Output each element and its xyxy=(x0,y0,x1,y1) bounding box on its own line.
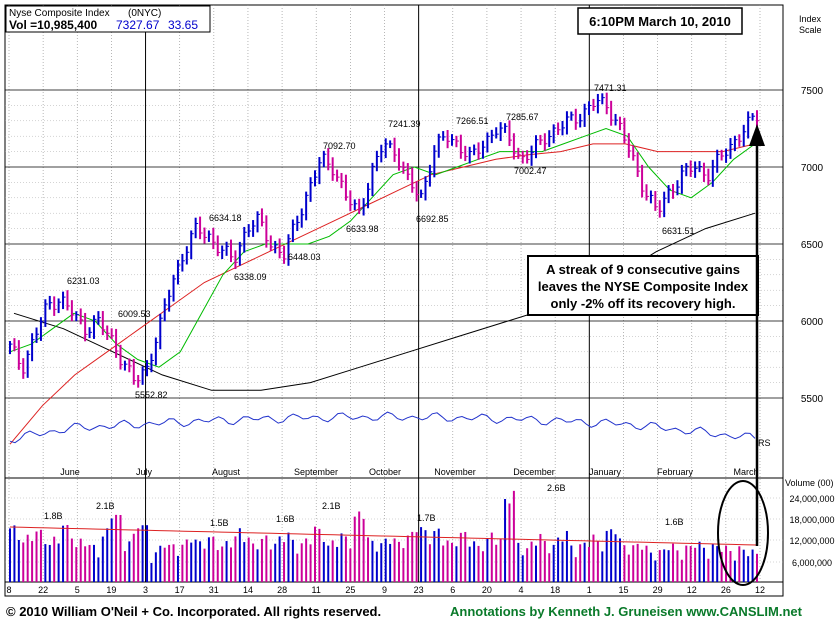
x-tick-label: 1 xyxy=(587,585,592,595)
x-tick-label: 19 xyxy=(106,585,116,595)
month-label: July xyxy=(136,467,153,477)
volume-readout: Vol =10,985,400 xyxy=(9,18,98,32)
x-tick-label: 6 xyxy=(450,585,455,595)
y-tick-label: 5500 xyxy=(801,394,824,405)
x-tick-label: 20 xyxy=(482,585,492,595)
header-title: Nyse Composite Index xyxy=(9,8,110,19)
month-label: November xyxy=(434,467,476,477)
price-annotation: 6692.85 xyxy=(416,214,449,224)
callout-line: only -2% off its recovery high. xyxy=(551,296,736,311)
change-readout: 33.65 xyxy=(168,18,198,32)
scale-label: Scale xyxy=(799,25,822,35)
timestamp-text: 6:10PM March 10, 2010 xyxy=(589,14,731,29)
price-annotation: 7002.47 xyxy=(514,166,547,176)
price-annotation: 6338.09 xyxy=(234,272,267,282)
x-tick-label: 11 xyxy=(312,585,321,595)
y-tick-label: 7500 xyxy=(801,86,824,97)
price-annotation: 6009.53 xyxy=(118,309,151,319)
volume-annotation: 1.6B xyxy=(276,514,295,524)
ma50-line xyxy=(9,127,756,368)
x-tick-label: 22 xyxy=(38,585,48,595)
x-tick-label: 31 xyxy=(209,585,219,595)
rs-label: RS xyxy=(758,438,771,448)
price-annotation: 6631.51 xyxy=(662,226,695,236)
x-axis-strip xyxy=(4,581,784,597)
volume-annotation: 2.1B xyxy=(322,501,341,511)
price-annotation: 6448.03 xyxy=(288,252,321,262)
scale-label: Index xyxy=(799,14,822,24)
x-tick-label: 4 xyxy=(519,585,524,595)
volume-axis-label: Volume (00) xyxy=(785,478,834,488)
month-label: June xyxy=(60,467,80,477)
arrow-head xyxy=(749,124,765,146)
volume-tick-label: 6,000,000 xyxy=(792,558,832,568)
month-label: March xyxy=(733,467,758,477)
x-tick-label: 15 xyxy=(618,585,628,595)
x-tick-label: 14 xyxy=(243,585,253,595)
copyright-text: © 2010 William O'Neil + Co. Incorporated… xyxy=(6,604,382,619)
month-label: January xyxy=(589,467,622,477)
volume-tick-label: 12,000,000 xyxy=(789,536,834,546)
y-tick-label: 7000 xyxy=(801,163,824,174)
month-label: September xyxy=(294,467,338,477)
callout-box xyxy=(527,255,759,316)
x-tick-label: 12 xyxy=(755,585,765,595)
price-panel xyxy=(4,4,784,479)
volume-annotation: 2.6B xyxy=(547,483,566,493)
price-readout: 7327.67 xyxy=(116,18,160,32)
x-tick-label: 8 xyxy=(6,585,11,595)
x-tick-label: 28 xyxy=(277,585,287,595)
price-annotation: 5552.82 xyxy=(135,390,168,400)
x-tick-label: 9 xyxy=(382,585,387,595)
month-label: February xyxy=(657,467,694,477)
callout-line: A streak of 9 consecutive gains xyxy=(546,262,740,277)
volume-tick-label: 18,000,000 xyxy=(789,515,834,525)
footer: © 2010 William O'Neil + Co. Incorporated… xyxy=(0,600,840,624)
price-annotation: 6633.98 xyxy=(346,224,379,234)
price-annotation: 6231.03 xyxy=(67,276,100,286)
price-annotation: 7285.67 xyxy=(506,112,539,122)
month-label: October xyxy=(369,467,401,477)
volume-annotation: 2.1B xyxy=(96,501,115,511)
volume-tick-label: 24,000,000 xyxy=(789,494,834,504)
x-tick-label: 5 xyxy=(75,585,80,595)
volume-ma-line xyxy=(9,526,758,546)
volume-highlight-ellipse xyxy=(717,480,769,586)
annotations-credit: Annotations by Kenneth J. Gruneisen www.… xyxy=(450,604,802,619)
volume-annotation: 1.7B xyxy=(417,513,436,523)
volume-annotation: 1.6B xyxy=(665,517,684,527)
rs-line xyxy=(9,411,756,444)
price-annotation: 7266.51 xyxy=(456,116,489,126)
x-tick-label: 12 xyxy=(687,585,697,595)
header-ticker: (0NYC) xyxy=(128,8,161,19)
x-tick-label: 26 xyxy=(721,585,731,595)
y-tick-label: 6000 xyxy=(801,317,824,328)
volume-annotation: 1.5B xyxy=(210,518,229,528)
month-label: December xyxy=(513,467,555,477)
ma200-line xyxy=(9,143,756,445)
callout-line: leaves the NYSE Composite Index xyxy=(538,279,749,294)
price-annotation: 7092.70 xyxy=(323,141,356,151)
header-box xyxy=(5,5,211,33)
volume-annotation: 1.8B xyxy=(44,511,63,521)
x-tick-label: 3 xyxy=(143,585,148,595)
x-tick-label: 18 xyxy=(550,585,560,595)
x-tick-label: 23 xyxy=(414,585,424,595)
price-annotation: 7471.31 xyxy=(594,83,627,93)
x-tick-label: 17 xyxy=(175,585,185,595)
timestamp-box xyxy=(577,7,743,35)
x-tick-label: 29 xyxy=(653,585,663,595)
month-label: August xyxy=(212,467,241,477)
x-tick-label: 25 xyxy=(345,585,355,595)
price-annotation: 6634.18 xyxy=(209,213,242,223)
y-tick-label: 6500 xyxy=(801,240,824,251)
price-annotation: 7241.39 xyxy=(388,119,421,129)
